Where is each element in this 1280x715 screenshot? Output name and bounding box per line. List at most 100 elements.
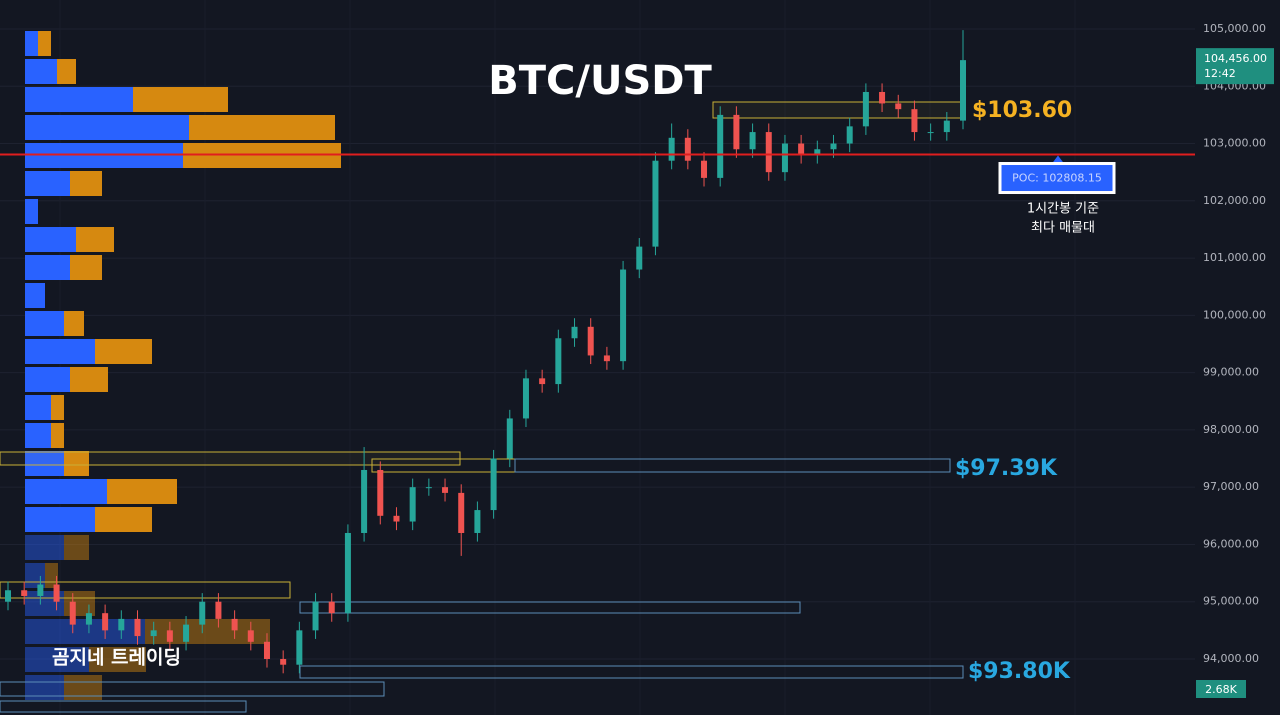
candle-body [814,149,821,155]
profile-sell [51,395,64,420]
candle-body [927,132,934,134]
watermark: 곰지네 트레이딩 [52,647,181,669]
candle-body [344,532,351,614]
overlay: POC: 102808.15 [0,153,1280,195]
y-tick-label: 100,000.00 [1203,308,1266,321]
volume-badge [1196,680,1246,698]
candle-body [166,630,173,642]
level-label: $93.80K [968,659,1071,684]
last-price-label: 104,456.00 [1204,52,1267,65]
profile-sell [38,31,51,56]
candle-body [134,618,141,637]
profile-buy [25,535,64,560]
candle-body [37,584,44,596]
profile-buy [25,311,64,336]
profile-buy [25,171,70,196]
profile-sell [95,339,152,364]
profile-sell [45,563,58,588]
candle-body [603,355,610,362]
profile-sell [95,507,152,532]
zone [299,601,801,614]
candle-body [684,137,691,161]
y-tick-label: 96,000.00 [1203,537,1259,550]
candle-body [765,132,772,173]
profile-sell [89,647,146,672]
zone [0,681,385,697]
candle-body [620,269,627,362]
profile-buy [25,619,145,644]
profile-buy [25,507,95,532]
candle-body [231,618,238,631]
candle-body [571,326,578,339]
candle-body [150,630,157,637]
candle-body [199,601,206,625]
candle-body [879,91,886,104]
candle-body [312,601,319,631]
candle-body [652,160,659,247]
profile-sell [133,87,228,112]
candle-body [69,601,76,625]
candle-body [701,160,708,178]
y-tick-label: 99,000.00 [1203,366,1259,379]
profile-sell [70,171,102,196]
candle-body [393,515,400,522]
profile-sell [64,451,89,476]
candle-body [506,418,513,459]
candle-body [296,630,303,665]
zone [514,458,951,473]
candle-body [668,137,675,161]
profile-buy [25,563,45,588]
zone [0,700,247,713]
candle-body [749,132,756,150]
poc-note: 최다 매물대 [1031,221,1095,236]
price-axis [1195,0,1280,715]
profile-buy [25,227,76,252]
profile-sell [64,535,89,560]
candle-body [5,590,11,602]
profile-buy [25,115,189,140]
profile-buy [25,367,70,392]
poc-note: 1시간봉 기준 [1027,202,1099,217]
y-tick-label: 94,000.00 [1203,652,1259,665]
candles [5,30,966,674]
profile-buy [25,31,38,56]
y-tick-label: 101,000.00 [1203,251,1266,264]
profile-buy [25,283,45,308]
price-axis-labels: 105,000.00104,000.00103,000.00102,000.00… [1196,22,1274,665]
y-tick-label: 102,000.00 [1203,194,1266,207]
profile-buy [25,647,89,672]
y-tick-label: 103,000.00 [1203,137,1266,150]
profile-sell [64,591,95,616]
profile-buy [25,479,107,504]
candle-body [960,60,966,121]
candle-body [263,641,270,659]
candle-body [409,487,416,522]
candle-body [328,601,335,614]
profile-buy [25,451,64,476]
candle-body [911,109,918,133]
candle-body [53,584,60,602]
y-tick-label: 97,000.00 [1203,480,1259,493]
candle-body [361,469,368,533]
profile-sell [76,227,114,252]
candle-body [846,126,853,144]
profile-buy [25,395,51,420]
profile-sell [64,311,84,336]
candle-body [280,658,287,665]
candle-body [247,630,254,642]
chart-title: BTC/USDT [488,58,712,104]
candle-body [636,246,643,270]
last-price-badge [1196,48,1274,85]
poc-pointer [1052,155,1064,164]
profile-sell [57,59,76,84]
candle-body [522,378,529,419]
candle-body [425,487,432,489]
zone [299,665,964,679]
candle-body [377,469,384,516]
y-tick-label: 95,000.00 [1203,595,1259,608]
profile-buy [25,87,133,112]
candle-body [490,458,497,511]
zone [0,581,291,599]
candle-body [781,143,788,173]
